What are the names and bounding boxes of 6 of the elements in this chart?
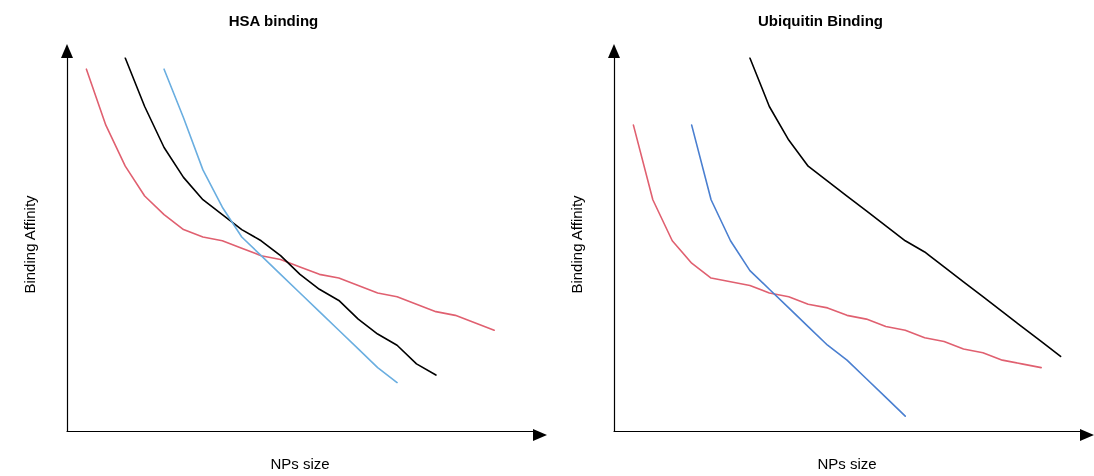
chart-title: HSA binding xyxy=(228,12,319,29)
x-axis-title: NPs size xyxy=(817,455,877,472)
y-axis-title: Binding Affinity xyxy=(21,194,38,294)
chart-title: Ubiquitin Binding xyxy=(758,12,883,29)
y-axis-title: Binding Affinity xyxy=(568,194,585,294)
x-axis-title: NPs size xyxy=(270,455,330,472)
